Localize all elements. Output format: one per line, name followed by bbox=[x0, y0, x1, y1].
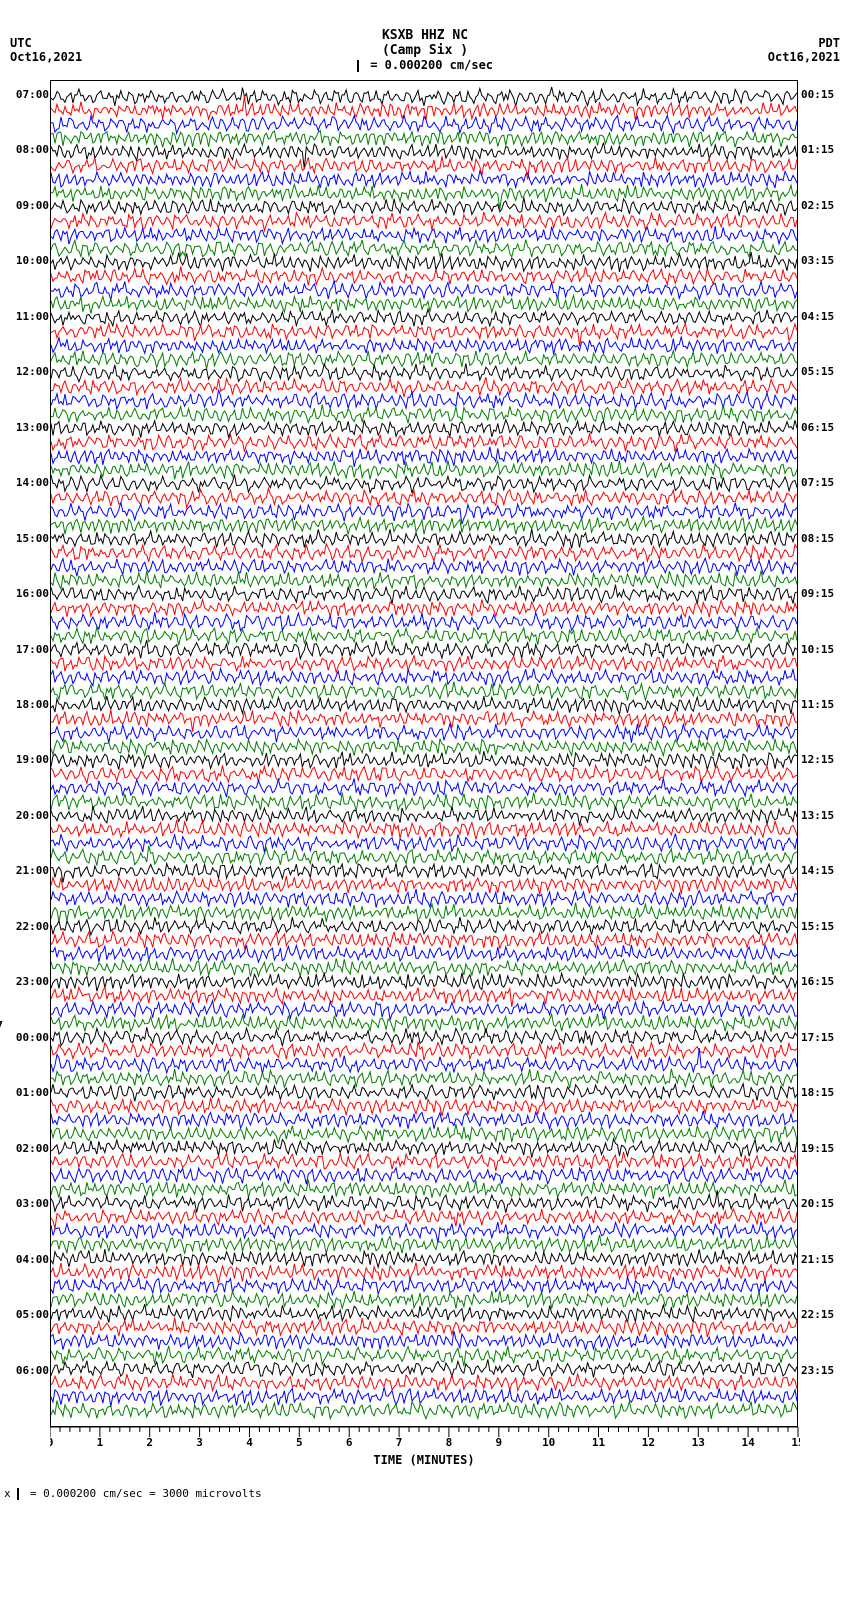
right-time-label: 13:15 bbox=[801, 809, 834, 822]
left-time-label: 10:00 bbox=[16, 254, 49, 267]
right-timezone-block: PDT Oct16,2021 bbox=[768, 36, 840, 64]
scale-bar-icon bbox=[357, 60, 359, 72]
svg-text:3: 3 bbox=[196, 1436, 203, 1447]
right-time-label: 10:15 bbox=[801, 643, 834, 656]
left-time-label: 14:00 bbox=[16, 476, 49, 489]
left-time-label: 01:00 bbox=[16, 1086, 49, 1099]
svg-text:6: 6 bbox=[346, 1436, 353, 1447]
left-time-label: 05:00 bbox=[16, 1308, 49, 1321]
right-time-label: 04:15 bbox=[801, 310, 834, 323]
svg-text:4: 4 bbox=[246, 1436, 253, 1447]
right-time-label: 17:15 bbox=[801, 1031, 834, 1044]
left-time-label: 12:00 bbox=[16, 365, 49, 378]
right-time-label: 00:15 bbox=[801, 88, 834, 101]
left-tz: UTC bbox=[10, 36, 82, 50]
right-time-label: 03:15 bbox=[801, 254, 834, 267]
svg-text:8: 8 bbox=[446, 1436, 453, 1447]
svg-text:14: 14 bbox=[741, 1436, 755, 1447]
right-time-label: 08:15 bbox=[801, 532, 834, 545]
left-time-label: 22:00 bbox=[16, 920, 49, 933]
right-time-label: 18:15 bbox=[801, 1086, 834, 1099]
left-time-label: 06:00 bbox=[16, 1364, 49, 1377]
left-time-label: 18:00 bbox=[16, 698, 49, 711]
right-time-label: 06:15 bbox=[801, 421, 834, 434]
right-time-label: 01:15 bbox=[801, 143, 834, 156]
x-axis-svg: 0123456789101112131415 bbox=[50, 1427, 800, 1447]
left-time-label: 17:00 bbox=[16, 643, 49, 656]
left-time-label: 08:00 bbox=[16, 143, 49, 156]
right-time-label: 23:15 bbox=[801, 1364, 834, 1377]
right-time-label: 05:15 bbox=[801, 365, 834, 378]
left-time-label: 16:00 bbox=[16, 587, 49, 600]
left-time-label: 21:00 bbox=[16, 864, 49, 877]
svg-text:15: 15 bbox=[791, 1436, 800, 1447]
svg-text:0: 0 bbox=[50, 1436, 53, 1447]
left-time-label: 11:00 bbox=[16, 310, 49, 323]
chart-header: KSXB HHZ NC (Camp Six ) = 0.000200 cm/se… bbox=[0, 0, 850, 80]
svg-text:9: 9 bbox=[495, 1436, 502, 1447]
station-subtitle: (Camp Six ) bbox=[0, 43, 850, 58]
station-title: KSXB HHZ NC bbox=[0, 28, 850, 43]
right-time-label: 02:15 bbox=[801, 199, 834, 212]
right-time-label: 09:15 bbox=[801, 587, 834, 600]
right-time-label: 21:15 bbox=[801, 1253, 834, 1266]
left-time-label: 03:00 bbox=[16, 1197, 49, 1210]
left-date: Oct16,2021 bbox=[10, 50, 82, 64]
seismogram-plot: 07:0008:0009:0010:0011:0012:0013:0014:00… bbox=[50, 80, 798, 1427]
left-time-label: 09:00 bbox=[16, 199, 49, 212]
left-time-label: 13:00 bbox=[16, 421, 49, 434]
left-time-label: 20:00 bbox=[16, 809, 49, 822]
right-time-label: 12:15 bbox=[801, 753, 834, 766]
left-time-label: 02:00 bbox=[16, 1142, 49, 1155]
svg-text:7: 7 bbox=[396, 1436, 403, 1447]
footer-scale: x = 0.000200 cm/sec = 3000 microvolts bbox=[4, 1487, 850, 1500]
x-axis-title: TIME (MINUTES) bbox=[50, 1453, 798, 1467]
scale-indicator: = 0.000200 cm/sec bbox=[0, 58, 850, 72]
right-time-label: 16:15 bbox=[801, 975, 834, 988]
svg-text:1: 1 bbox=[97, 1436, 104, 1447]
svg-text:12: 12 bbox=[642, 1436, 655, 1447]
svg-text:10: 10 bbox=[542, 1436, 555, 1447]
left-time-label: 04:00 bbox=[16, 1253, 49, 1266]
day-break-label: Oct17 bbox=[0, 1019, 3, 1032]
left-time-label: 07:00 bbox=[16, 88, 49, 101]
x-axis: 0123456789101112131415 TIME (MINUTES) bbox=[50, 1427, 798, 1467]
seismogram-svg bbox=[51, 81, 797, 1426]
svg-text:5: 5 bbox=[296, 1436, 303, 1447]
scale-bar-icon bbox=[17, 1488, 19, 1500]
right-time-label: 20:15 bbox=[801, 1197, 834, 1210]
svg-text:11: 11 bbox=[592, 1436, 606, 1447]
right-time-label: 15:15 bbox=[801, 920, 834, 933]
left-time-label: 19:00 bbox=[16, 753, 49, 766]
left-time-label: 00:00 bbox=[16, 1031, 49, 1044]
svg-text:2: 2 bbox=[146, 1436, 153, 1447]
right-tz: PDT bbox=[768, 36, 840, 50]
left-time-label: 23:00 bbox=[16, 975, 49, 988]
right-date: Oct16,2021 bbox=[768, 50, 840, 64]
left-time-label: 15:00 bbox=[16, 532, 49, 545]
right-time-label: 19:15 bbox=[801, 1142, 834, 1155]
svg-text:13: 13 bbox=[692, 1436, 705, 1447]
right-time-label: 07:15 bbox=[801, 476, 834, 489]
right-time-label: 14:15 bbox=[801, 864, 834, 877]
left-timezone-block: UTC Oct16,2021 bbox=[10, 36, 82, 64]
right-time-label: 22:15 bbox=[801, 1308, 834, 1321]
right-time-label: 11:15 bbox=[801, 698, 834, 711]
